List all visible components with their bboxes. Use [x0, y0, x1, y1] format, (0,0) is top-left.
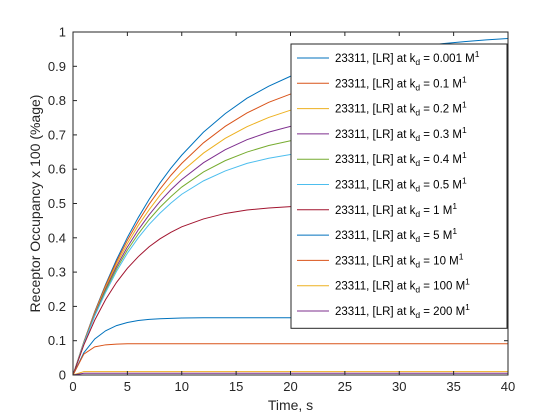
legend-entry-2: 23311, [LR] at kd = 0.1 M1 — [335, 74, 467, 92]
x-tick-label: 30 — [392, 379, 406, 394]
x-axis-label: Time, s — [268, 397, 313, 413]
x-tick-label: 35 — [446, 379, 460, 394]
y-tick-label: 0 — [59, 368, 66, 383]
y-tick-label: 0.1 — [48, 333, 66, 348]
legend-entry-7: 23311, [LR] at kd = 1 M1 — [335, 201, 457, 219]
legend-entry-11: 23311, [LR] at kd = 200 M1 — [335, 302, 470, 320]
legend: 23311, [LR] at kd = 0.001 M1 23311, [LR] … — [290, 43, 508, 329]
y-tick-label: 0.5 — [48, 196, 66, 211]
y-axis-ticks: 0 0.1 0.2 0.3 0.4 0.5 0.6 0.7 0.8 0.9 1 — [48, 25, 508, 383]
y-tick-label: 0.4 — [48, 230, 66, 245]
x-tick-label: 5 — [124, 379, 131, 394]
x-axis-ticks: 0 5 10 15 20 25 30 35 40 — [69, 32, 515, 394]
legend-entry-8: 23311, [LR] at kd = 5 M1 — [335, 226, 457, 244]
x-tick-label: 15 — [229, 379, 243, 394]
y-tick-label: 0.8 — [48, 93, 66, 108]
legend-entry-9: 23311, [LR] at kd = 10 M1 — [335, 251, 464, 269]
legend-entry-4: 23311, [LR] at kd = 0.3 M1 — [335, 125, 467, 143]
plot-lines — [72, 38, 509, 376]
y-tick-label: 0.7 — [48, 127, 66, 142]
legend-entry-3: 23311, [LR] at kd = 0.2 M1 — [335, 100, 467, 118]
x-tick-label: 40 — [501, 379, 515, 394]
x-tick-label: 10 — [175, 379, 189, 394]
y-tick-label: 0.2 — [48, 299, 66, 314]
legend-entry-10: 23311, [LR] at kd = 100 M1 — [335, 277, 470, 295]
legend-box — [290, 43, 508, 329]
y-tick-label: 0.3 — [48, 265, 66, 280]
x-tick-label: 0 — [69, 379, 76, 394]
x-tick-label: 25 — [338, 379, 352, 394]
y-tick-label: 1 — [59, 25, 66, 40]
x-tick-label: 20 — [283, 379, 297, 394]
legend-entry-6: 23311, [LR] at kd = 0.5 M1 — [335, 176, 467, 194]
legend-entry-1: 23311, [LR] at kd = 0.001 M1 — [335, 49, 480, 67]
y-tick-label: 0.6 — [48, 162, 66, 177]
series-line-9 — [72, 343, 508, 376]
y-axis-label: Receptor Occupancy x 100 (%age) — [27, 95, 43, 313]
y-tick-label: 0.9 — [48, 59, 66, 74]
legend-entry-5: 23311, [LR] at kd = 0.4 M1 — [335, 150, 467, 168]
